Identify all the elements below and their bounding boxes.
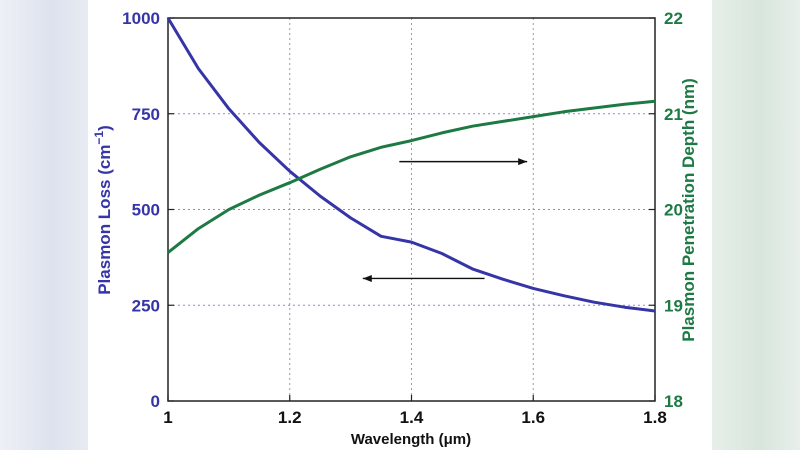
y-right-tick-label: 20 bbox=[664, 201, 683, 220]
x-axis-label: Wavelength (μm) bbox=[351, 431, 471, 448]
x-tick-label: 1.2 bbox=[278, 408, 302, 427]
arrow-left-head bbox=[362, 274, 372, 282]
figure-panel: 1 1.2 1.4 1.6 1.8 0 250 500 750 1000 18 19 20 21 22 Wa… bbox=[88, 0, 712, 450]
x-tick-label: 1.4 bbox=[400, 408, 424, 427]
annotation-arrows bbox=[362, 158, 528, 282]
y-left-tick-label: 1000 bbox=[122, 9, 160, 28]
series-line-penetration-depth bbox=[167, 99, 656, 254]
y-left-tick-label: 250 bbox=[132, 296, 160, 315]
x-tick-label: 1.6 bbox=[521, 408, 545, 427]
y-right-tick-label: 19 bbox=[664, 296, 683, 315]
y-axis-label-right: Plasmon Penetration Depth (nm) bbox=[679, 78, 698, 342]
y-left-tick-label: 500 bbox=[132, 201, 160, 220]
arrow-right-head bbox=[518, 158, 528, 166]
y-axis-label-left-text: Plasmon Loss (cm bbox=[95, 145, 114, 295]
dual-axis-line-chart: 1 1.2 1.4 1.6 1.8 0 250 500 750 1000 18 19 20 21 22 Wa… bbox=[92, 9, 698, 448]
y-right-tick-label: 21 bbox=[664, 105, 683, 124]
y-axis-label-left: Plasmon Loss (cm−1) bbox=[92, 125, 114, 295]
series-line-plasmon-loss bbox=[166, 17, 656, 313]
x-tick-label: 1 bbox=[163, 408, 172, 427]
y-axis-label-left-superscript: −1 bbox=[92, 131, 106, 145]
y-axis-label-left-close: ) bbox=[95, 125, 114, 131]
series-lines bbox=[166, 17, 656, 313]
y-right-tick-label: 22 bbox=[664, 9, 683, 28]
grid-lines bbox=[168, 18, 655, 401]
y-left-tick-label: 750 bbox=[132, 105, 160, 124]
background-left-margin bbox=[0, 0, 88, 450]
y-left-tick-label: 0 bbox=[151, 392, 160, 411]
y-right-tick-label: 18 bbox=[664, 392, 683, 411]
x-tick-label: 1.8 bbox=[643, 408, 667, 427]
tick-labels: 1 1.2 1.4 1.6 1.8 0 250 500 750 1000 18 19 20 21 22 bbox=[122, 9, 683, 427]
background-right-margin bbox=[712, 0, 800, 450]
